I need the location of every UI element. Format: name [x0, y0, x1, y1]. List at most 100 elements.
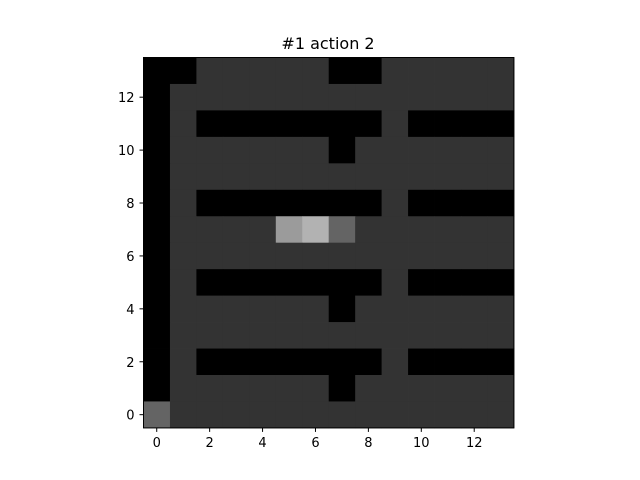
grid-cell: [328, 110, 356, 138]
grid-cell: [355, 322, 383, 349]
grid-cell: [249, 110, 277, 138]
grid-cell: [222, 295, 250, 323]
grid-cell: [169, 269, 197, 297]
grid-cell: [408, 348, 435, 376]
grid-cell: [460, 57, 488, 85]
grid-cell: [222, 242, 250, 270]
grid-cell: [460, 401, 488, 429]
grid-cell: [222, 110, 250, 138]
y-tick-label: 4: [126, 303, 134, 318]
grid-cell: [434, 269, 462, 297]
grid-cell: [222, 57, 250, 85]
grid-cell: [434, 374, 462, 402]
x-tick-label: 4: [258, 436, 266, 451]
grid-cell: [460, 136, 488, 164]
y-tick-label: 8: [126, 197, 134, 212]
grid-cell: [302, 136, 330, 164]
grid-cell: [302, 57, 330, 85]
grid-cell: [328, 216, 356, 244]
grid-cell: [222, 322, 250, 349]
x-tick-label: 10: [413, 436, 430, 451]
grid-cell: [275, 216, 303, 244]
grid-cell: [434, 83, 462, 111]
grid-cell: [302, 83, 330, 111]
grid-cell: [249, 374, 277, 402]
grid-cell: [460, 242, 488, 270]
grid-cell: [434, 110, 462, 138]
grid-cell: [460, 216, 488, 244]
grid-cell: [487, 348, 515, 376]
grid-cell: [302, 189, 330, 217]
grid-cell: [249, 269, 277, 297]
grid-cell: [196, 322, 224, 349]
x-tick-label: 6: [311, 436, 319, 451]
grid-cell: [302, 242, 330, 270]
grid-cell: [302, 322, 330, 349]
grid-cell: [275, 136, 303, 164]
grid-cell: [408, 242, 435, 270]
grid-cell: [275, 348, 303, 376]
grid-cell: [328, 189, 356, 217]
grid-cell: [434, 295, 462, 323]
x-tick-label: 2: [206, 436, 214, 451]
grid-cell: [408, 295, 435, 323]
x-axis: 0 2 4 6 8 10 12: [153, 427, 482, 451]
y-tick-label: 0: [126, 409, 134, 424]
grid-cell: [355, 269, 383, 297]
grid-cell: [355, 374, 383, 402]
grid-cell: [434, 163, 462, 191]
grid-cell: [222, 374, 250, 402]
grid-cell: [169, 401, 197, 429]
grid-cell: [408, 83, 435, 111]
grid-cell: [381, 322, 409, 349]
grid-cell: [169, 242, 197, 270]
grid-cell: [249, 136, 277, 164]
y-tick-label: 10: [118, 144, 135, 159]
grid-cell: [381, 136, 409, 164]
grid-cell: [143, 163, 171, 191]
grid-cell: [355, 57, 383, 85]
grid-cell: [328, 136, 356, 164]
grid-cell: [169, 110, 197, 138]
grid-cell: [222, 348, 250, 376]
grid-cell: [169, 295, 197, 323]
grid-cell: [302, 110, 330, 138]
grid-cell: [434, 348, 462, 376]
grid-cell: [434, 216, 462, 244]
grid-cell: [381, 295, 409, 323]
grid-cell: [381, 374, 409, 402]
grid-cell: [275, 401, 303, 429]
grid-cell: [355, 216, 383, 244]
grid-cell: [196, 110, 224, 138]
grid-cell: [408, 374, 435, 402]
grid-cell: [169, 57, 197, 85]
grid-cell: [249, 322, 277, 349]
grid-cell: [143, 348, 171, 376]
grid-cell: [143, 216, 171, 244]
grid-cell: [249, 189, 277, 217]
y-axis: 0 2 4 6 8 10 12: [118, 91, 144, 424]
grid-cell: [381, 401, 409, 429]
grid-cell: [460, 83, 488, 111]
grid-cell: [143, 110, 171, 138]
grid-cell: [196, 136, 224, 164]
grid-cell: [434, 242, 462, 270]
grid-cell: [302, 295, 330, 323]
grid-cell: [143, 242, 171, 270]
grid-cell: [408, 401, 435, 429]
grid-cell: [275, 269, 303, 297]
grid-cell: [143, 269, 171, 297]
grid-cell: [302, 348, 330, 376]
grid-cell: [143, 322, 171, 349]
grid-cell: [460, 269, 488, 297]
grid-cell: [249, 295, 277, 323]
grid-cell: [249, 216, 277, 244]
grid-cell: [434, 189, 462, 217]
grid-cell: [408, 189, 435, 217]
grid-cell: [381, 110, 409, 138]
grid-cell: [487, 189, 515, 217]
y-tick-label: 6: [126, 250, 134, 265]
grid-cell: [222, 189, 250, 217]
grid-cell: [196, 348, 224, 376]
grid-cell: [275, 57, 303, 85]
